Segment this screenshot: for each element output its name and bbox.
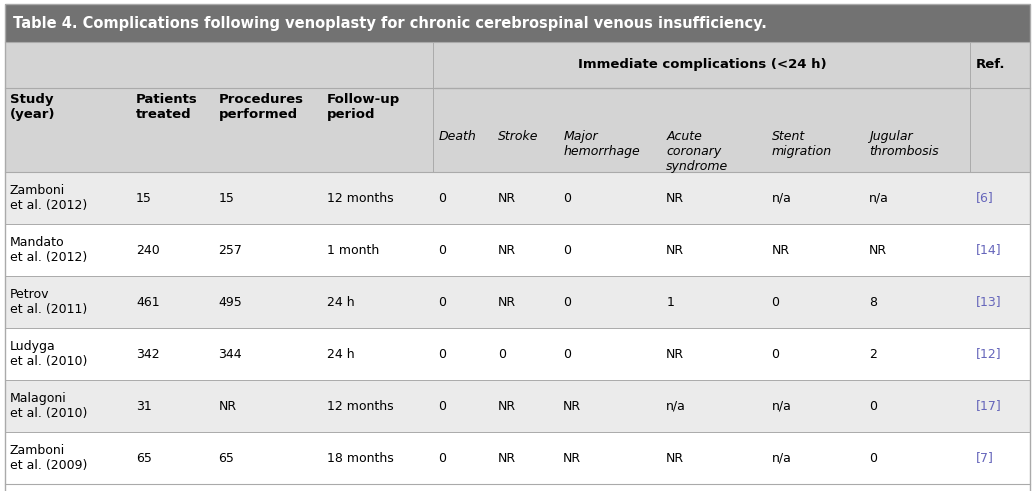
Text: 0: 0 <box>771 348 779 360</box>
Text: Zamboni
et al. (2009): Zamboni et al. (2009) <box>10 444 87 472</box>
Bar <box>5 42 1030 172</box>
Text: NR: NR <box>498 244 516 256</box>
Text: [14]: [14] <box>975 244 1001 256</box>
Bar <box>5 4 1030 42</box>
Text: Procedures
performed: Procedures performed <box>218 93 303 121</box>
Text: NR: NR <box>563 452 582 464</box>
Text: n/a: n/a <box>771 452 792 464</box>
Text: 495: 495 <box>218 296 242 308</box>
Bar <box>5 328 1030 380</box>
Text: Immediate complications (<24 h): Immediate complications (<24 h) <box>578 58 826 71</box>
Text: 0: 0 <box>439 400 446 412</box>
Text: NR: NR <box>498 452 516 464</box>
Text: 1: 1 <box>667 296 674 308</box>
Text: 12 months: 12 months <box>327 191 394 204</box>
Text: n/a: n/a <box>771 191 792 204</box>
Text: Major
hemorrhage: Major hemorrhage <box>563 130 640 158</box>
Text: NR: NR <box>498 191 516 204</box>
Text: Zamboni
et al. (2012): Zamboni et al. (2012) <box>10 184 87 212</box>
Text: Stent
migration: Stent migration <box>771 130 832 158</box>
Text: 12 months: 12 months <box>327 400 394 412</box>
Text: NR: NR <box>667 244 684 256</box>
Text: Table 4. Complications following venoplasty for chronic cerebrospinal venous ins: Table 4. Complications following venopla… <box>13 16 767 30</box>
Text: NR: NR <box>498 400 516 412</box>
Text: 0: 0 <box>771 296 779 308</box>
Text: 0: 0 <box>439 244 446 256</box>
Text: 0: 0 <box>439 348 446 360</box>
Text: n/a: n/a <box>869 191 889 204</box>
Text: Mandato
et al. (2012): Mandato et al. (2012) <box>10 236 87 264</box>
Text: NR: NR <box>498 296 516 308</box>
Text: Death: Death <box>439 130 476 143</box>
Text: 0: 0 <box>498 348 506 360</box>
Text: 0: 0 <box>563 191 571 204</box>
Text: n/a: n/a <box>771 400 792 412</box>
Text: 0: 0 <box>439 191 446 204</box>
Bar <box>5 432 1030 484</box>
Text: 344: 344 <box>218 348 242 360</box>
Text: 0: 0 <box>563 296 571 308</box>
Text: n/a: n/a <box>667 400 686 412</box>
Text: 0: 0 <box>439 452 446 464</box>
Bar <box>5 380 1030 432</box>
Text: NR: NR <box>771 244 790 256</box>
Text: Acute
coronary
syndrome: Acute coronary syndrome <box>667 130 729 173</box>
Text: [12]: [12] <box>975 348 1001 360</box>
Text: 2: 2 <box>869 348 877 360</box>
Text: [7]: [7] <box>975 452 994 464</box>
Text: Ref.: Ref. <box>975 58 1005 71</box>
Text: NR: NR <box>667 452 684 464</box>
Bar <box>5 172 1030 224</box>
Text: [6]: [6] <box>975 191 994 204</box>
Bar <box>5 276 1030 328</box>
Text: [17]: [17] <box>975 400 1001 412</box>
Text: 65: 65 <box>136 452 152 464</box>
Text: 0: 0 <box>439 296 446 308</box>
Bar <box>5 224 1030 276</box>
Text: 0: 0 <box>869 400 877 412</box>
Text: 15: 15 <box>218 191 234 204</box>
Text: Malagoni
et al. (2010): Malagoni et al. (2010) <box>10 392 87 420</box>
Text: NR: NR <box>667 191 684 204</box>
Text: NR: NR <box>667 348 684 360</box>
Text: [13]: [13] <box>975 296 1001 308</box>
Text: 31: 31 <box>136 400 152 412</box>
Text: NR: NR <box>563 400 582 412</box>
Text: 0: 0 <box>869 452 877 464</box>
Text: 24 h: 24 h <box>327 348 355 360</box>
Text: 15: 15 <box>136 191 152 204</box>
Text: 65: 65 <box>218 452 234 464</box>
Text: Ludyga
et al. (2010): Ludyga et al. (2010) <box>10 340 87 368</box>
Text: Study
(year): Study (year) <box>10 93 56 121</box>
Text: Patients
treated: Patients treated <box>136 93 198 121</box>
Text: NR: NR <box>869 244 887 256</box>
Text: 0: 0 <box>563 348 571 360</box>
Text: 18 months: 18 months <box>327 452 394 464</box>
Text: Stroke: Stroke <box>498 130 538 143</box>
Text: 240: 240 <box>136 244 159 256</box>
Text: 0: 0 <box>563 244 571 256</box>
Text: 8: 8 <box>869 296 877 308</box>
Text: 24 h: 24 h <box>327 296 355 308</box>
Text: 1 month: 1 month <box>327 244 380 256</box>
Text: Petrov
et al. (2011): Petrov et al. (2011) <box>10 288 87 316</box>
Text: 257: 257 <box>218 244 242 256</box>
Text: 342: 342 <box>136 348 159 360</box>
Bar <box>5 484 1030 491</box>
Text: Jugular
thrombosis: Jugular thrombosis <box>869 130 939 158</box>
Text: 461: 461 <box>136 296 159 308</box>
Text: Follow-up
period: Follow-up period <box>327 93 401 121</box>
Text: NR: NR <box>218 400 237 412</box>
